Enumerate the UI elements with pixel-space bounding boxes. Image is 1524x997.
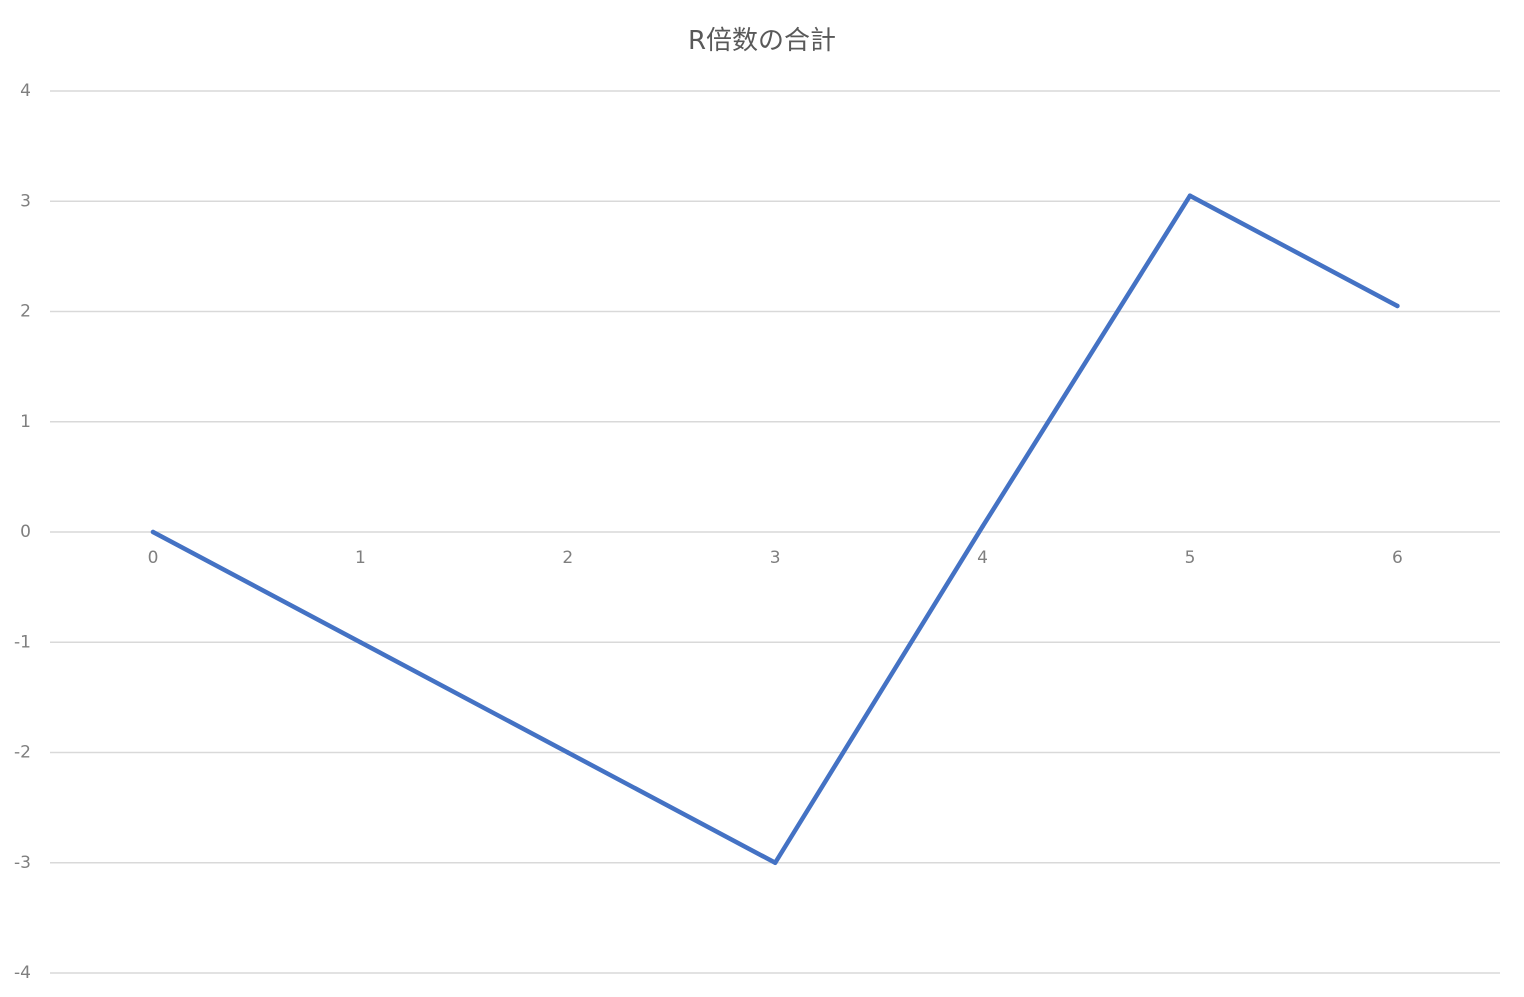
gridlines: [50, 90, 1500, 974]
x-tick-label: 5: [1185, 548, 1196, 568]
data-point: [565, 750, 570, 755]
data-point: [1187, 193, 1193, 198]
series-line-0: [150, 193, 1400, 865]
chart-title: R倍数の合計: [687, 26, 837, 56]
y-tick-label: -1: [14, 632, 31, 652]
data-point: [150, 529, 156, 535]
x-tick-label: 1: [355, 548, 366, 568]
y-tick-label: -4: [14, 963, 31, 983]
x-tick-label: 3: [770, 548, 781, 568]
x-axis-ticks: 0 1 2 3 4 5 6: [148, 548, 1403, 568]
x-tick-label: 4: [977, 548, 988, 568]
x-tick-label: 0: [148, 548, 159, 568]
y-tick-label: 1: [20, 412, 31, 432]
data-point: [358, 640, 363, 645]
y-tick-label: 4: [20, 81, 31, 101]
data-point: [773, 860, 778, 865]
y-tick-label: 2: [20, 302, 31, 322]
x-tick-label: 6: [1392, 548, 1403, 568]
y-tick-label: 3: [20, 191, 31, 211]
data-point: [980, 524, 985, 529]
y-tick-label: -3: [14, 853, 31, 873]
data-point: [1395, 303, 1400, 309]
y-axis-ticks: -4 -3 -2 -1 0 1 2 3 4: [14, 81, 31, 983]
y-tick-label: 0: [20, 522, 31, 542]
series-layer: [150, 193, 1400, 865]
y-tick-label: -2: [14, 743, 31, 763]
x-tick-label: 2: [562, 548, 573, 568]
